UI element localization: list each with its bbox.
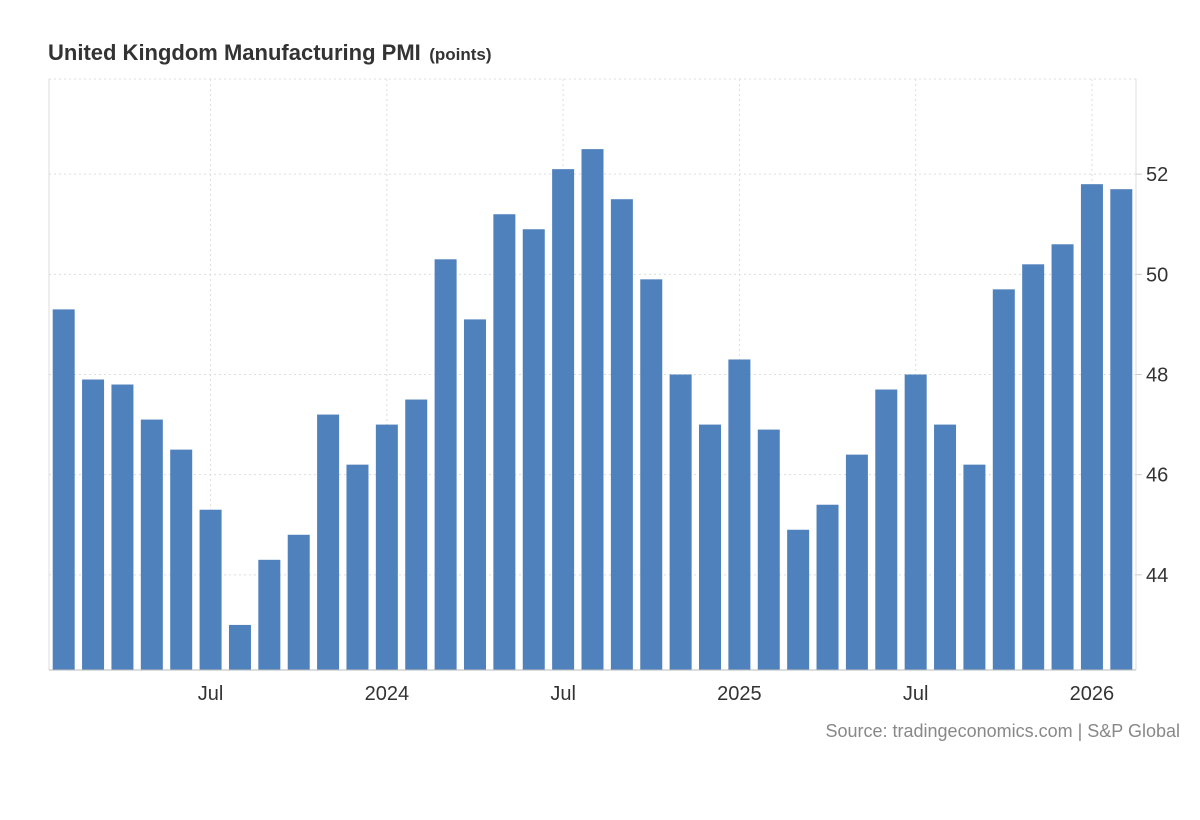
- bar: [1080, 184, 1103, 670]
- y-tick-label: 46: [1146, 465, 1168, 487]
- bar: [728, 359, 751, 670]
- chart-unit: (points): [429, 45, 492, 64]
- bar: [199, 509, 222, 670]
- bar: [904, 374, 927, 670]
- bar: [640, 279, 663, 670]
- y-tick-label: 44: [1146, 565, 1168, 587]
- bar: [934, 424, 957, 670]
- x-tick-label: 2024: [365, 683, 410, 705]
- bar: [317, 414, 340, 670]
- bar: [258, 559, 281, 670]
- bar: [140, 419, 163, 670]
- chart-title-text: United Kingdom Manufacturing PMI: [48, 40, 421, 65]
- bar: [992, 289, 1015, 670]
- bar: [875, 389, 898, 670]
- bar: [228, 624, 251, 670]
- bar: [346, 464, 369, 670]
- bar: [82, 379, 105, 670]
- bar: [845, 454, 868, 670]
- x-tick-label: Jul: [198, 683, 224, 705]
- bar: [816, 504, 839, 670]
- bar: [787, 529, 810, 670]
- x-tick-label: 2025: [717, 683, 762, 705]
- bar: [52, 309, 75, 670]
- bar: [669, 374, 692, 670]
- bar: [1051, 244, 1074, 670]
- bar: [581, 149, 604, 670]
- bar: [757, 429, 780, 670]
- bar: [434, 259, 457, 670]
- bar: [522, 229, 545, 670]
- bar: [111, 384, 134, 670]
- y-tick-label: 52: [1146, 164, 1168, 186]
- x-tick-label: Jul: [903, 683, 929, 705]
- bar: [963, 464, 986, 670]
- bar: [610, 199, 633, 671]
- bar: [287, 534, 310, 670]
- x-tick-label: 2026: [1070, 683, 1115, 705]
- y-tick-label: 50: [1146, 264, 1168, 286]
- bar: [170, 449, 193, 670]
- source-label: Source: tradingeconomics.com | S&P Globa…: [825, 721, 1180, 741]
- bar: [463, 319, 486, 670]
- bar: [699, 424, 722, 670]
- y-tick-label: 48: [1146, 365, 1168, 387]
- pmi-bar-chart: 44 46 48 50 52 Jul 2024 Jul 2025 Jul 2026: [48, 78, 1168, 705]
- bar: [1022, 264, 1045, 670]
- bar: [1110, 189, 1133, 670]
- x-tick-label: Jul: [550, 683, 576, 705]
- bar: [405, 399, 428, 670]
- chart-title: United Kingdom Manufacturing PMI (points…: [48, 40, 492, 66]
- bar: [552, 169, 575, 671]
- bar: [493, 214, 516, 670]
- bar: [375, 424, 398, 670]
